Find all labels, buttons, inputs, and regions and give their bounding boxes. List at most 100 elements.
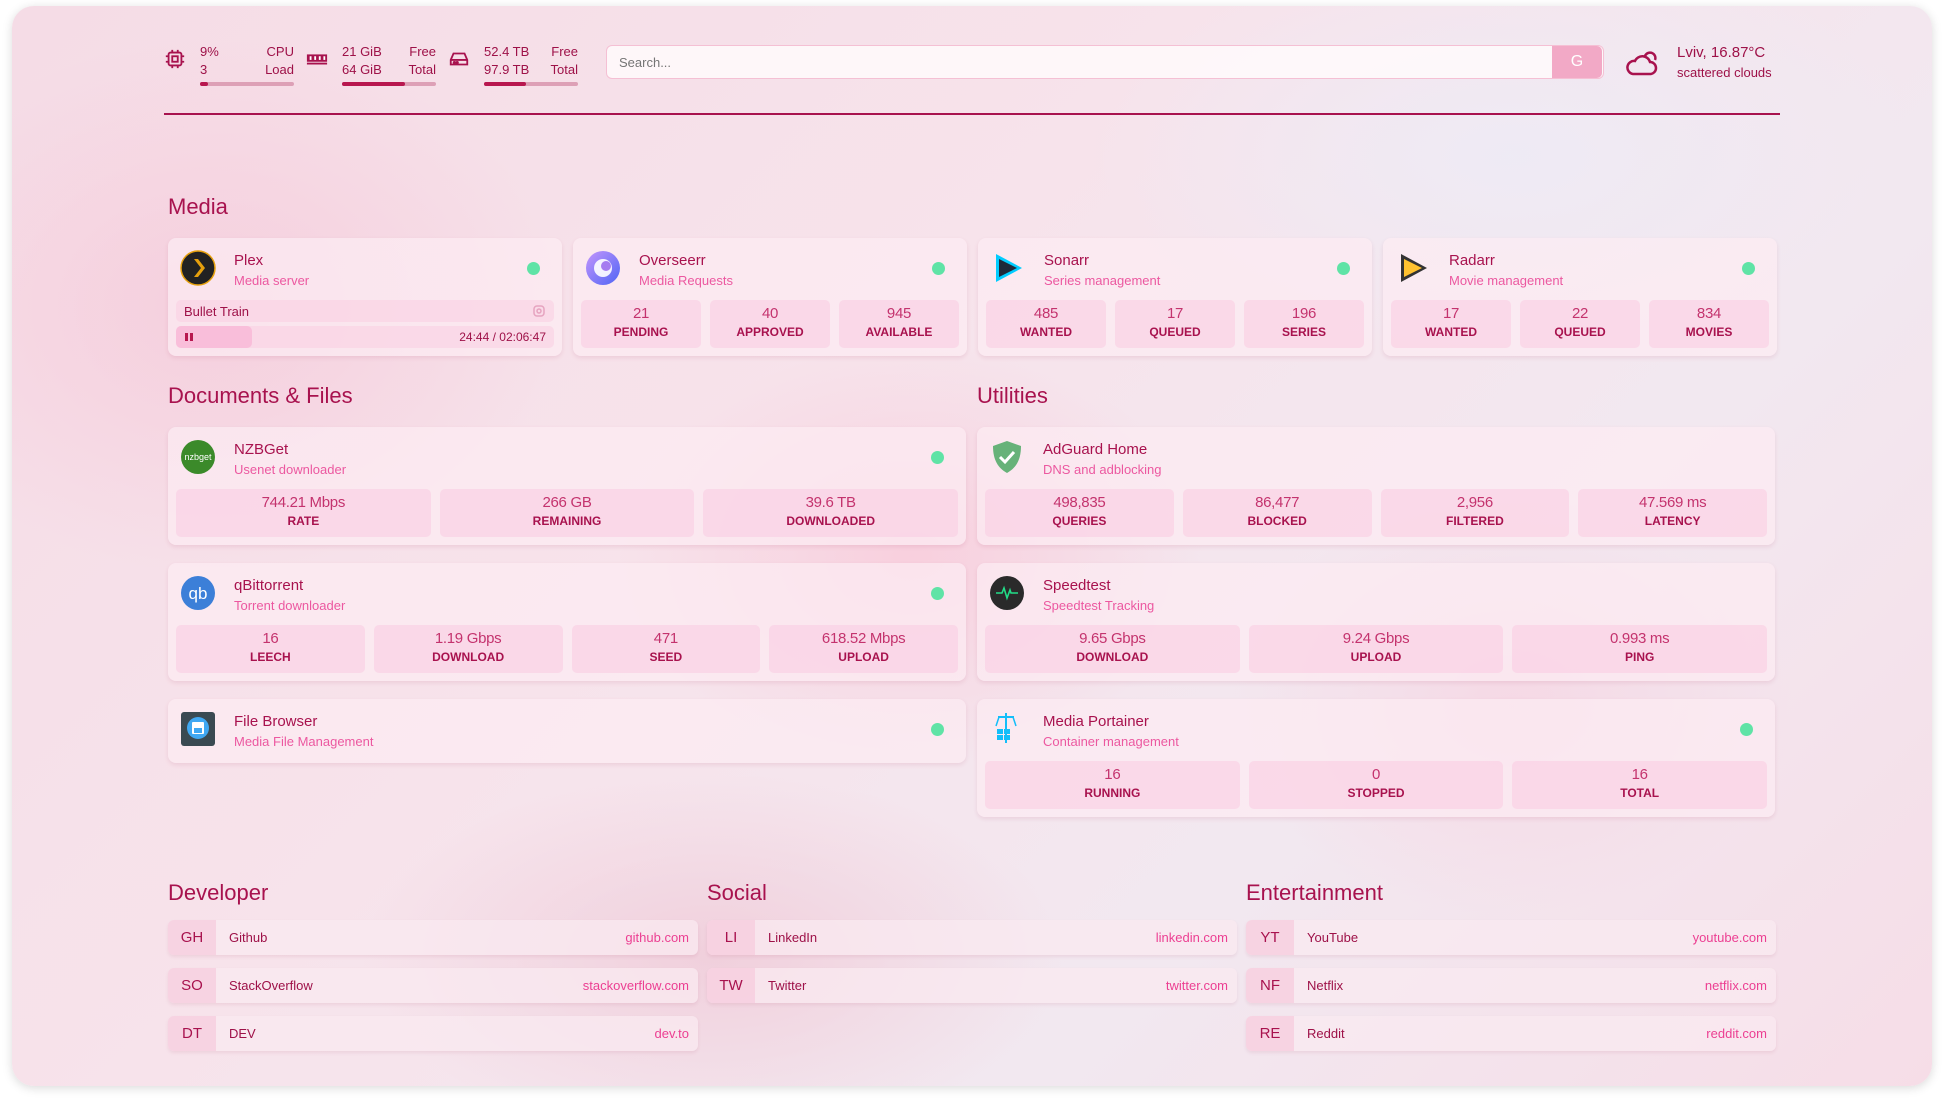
memory-free: 21 GiB: [342, 44, 382, 59]
bookmark-name: YouTube: [1307, 930, 1359, 945]
service-card-qbittorrent[interactable]: qb qBittorrent Torrent downloader 16 LEECH…: [168, 563, 966, 681]
status-indicator: [1740, 723, 1753, 736]
disk-label2: Total: [550, 62, 578, 77]
stat-value: 86,477: [1255, 494, 1300, 511]
service-description: DNS and adblocking: [1043, 462, 1162, 477]
service-card-speedtest[interactable]: Speedtest Speedtest Tracking 9.65 Gbps DOW…: [977, 563, 1775, 681]
bookmark-url[interactable]: stackoverflow.com: [582, 978, 689, 993]
cpu-bar: [200, 82, 294, 86]
stat-label: SEED: [649, 650, 683, 664]
service-card-nzbget[interactable]: nzbget NZBGet Usenet downloader 744.21 Mb…: [168, 427, 966, 545]
filebrowser-icon: [180, 711, 216, 747]
stat-value: 17: [1442, 305, 1460, 322]
bookmark-abbr: GH: [168, 920, 216, 955]
status-indicator: [527, 262, 540, 275]
dashboard-window: 9% 3 CPU Load 21 GiB 64 GiB Free Total 5…: [12, 6, 1932, 1086]
bookmark-url[interactable]: dev.to: [654, 1026, 689, 1041]
service-name: File Browser: [234, 713, 318, 730]
service-card-plex[interactable]: Plex Media server Bullet Train 24:44 / 02…: [168, 238, 562, 356]
disk-icon: [449, 52, 469, 66]
adguard-icon: [989, 439, 1025, 475]
stat-value: 485: [1033, 305, 1059, 322]
stat-downloaded: 39.6 TB DOWNLOADED: [703, 489, 959, 537]
bookmark-stackoverflow[interactable]: SO StackOverflow stackoverflow.com: [168, 968, 698, 1003]
stat-remaining: 266 GB REMAINING: [439, 489, 695, 537]
memory-label: Free: [409, 44, 436, 59]
section-title-entertainment: Entertainment: [1246, 880, 1383, 905]
bookmark-linkedin[interactable]: LI LinkedIn linkedin.com: [707, 920, 1237, 955]
service-description: Movie management: [1449, 273, 1564, 288]
bookmark-url[interactable]: youtube.com: [1692, 930, 1767, 945]
bookmark-abbr: RE: [1246, 1016, 1294, 1051]
cloud-icon: [1626, 51, 1658, 76]
service-card-radarr[interactable]: Radarr Movie management 17 WANTED 22 QUEUED 8…: [1383, 238, 1777, 356]
status-indicator: [1337, 262, 1350, 275]
bookmark-twitter[interactable]: TW Twitter twitter.com: [707, 968, 1237, 1003]
bookmark-url[interactable]: reddit.com: [1706, 1026, 1767, 1041]
weather-location-temp: Lviv, 16.87°C: [1677, 44, 1766, 61]
bookmark-abbr: TW: [707, 968, 755, 1003]
stat-wanted: 485 WANTED: [986, 300, 1106, 348]
status-indicator: [931, 723, 944, 736]
bookmark-url[interactable]: netflix.com: [1704, 978, 1767, 993]
service-card-overseerr[interactable]: Overseerr Media Requests 21 PENDING 40 APPRO…: [573, 238, 967, 356]
stat-label: PING: [1625, 650, 1655, 664]
stat-label: QUERIES: [1052, 514, 1107, 528]
disk-total: 97.9 TB: [484, 62, 530, 77]
bookmark-url[interactable]: github.com: [625, 930, 689, 945]
service-card-filebrowser[interactable]: File Browser Media File Management: [168, 699, 966, 763]
sonarr-icon: [990, 250, 1026, 286]
bookmark-abbr: SO: [168, 968, 216, 1003]
service-description: Usenet downloader: [234, 462, 347, 477]
stat-upload: 618.52 Mbps UPLOAD: [769, 625, 958, 673]
status-indicator: [1742, 262, 1755, 275]
stat-label: DOWNLOADED: [786, 514, 876, 528]
stat-label: MOVIES: [1685, 325, 1733, 339]
service-description: Torrent downloader: [234, 598, 346, 613]
stats-row: 16 RUNNING 0 STOPPED 16 TOTAL: [985, 761, 1768, 809]
bookmark-url[interactable]: twitter.com: [1165, 978, 1228, 993]
bookmark-reddit[interactable]: RE Reddit reddit.com: [1246, 1016, 1776, 1051]
bookmark-youtube[interactable]: YT YouTube youtube.com: [1246, 920, 1776, 955]
stat-label: BLOCKED: [1247, 514, 1307, 528]
status-indicator: [931, 451, 944, 464]
overseerr-icon: [585, 250, 621, 286]
pause-icon[interactable]: [184, 332, 194, 342]
stat-value: 618.52 Mbps: [821, 630, 906, 647]
bookmark-github[interactable]: GH Github github.com: [168, 920, 698, 955]
service-description: Media Requests: [639, 273, 733, 288]
stat-ping: 0.993 ms PING: [1512, 625, 1768, 673]
stat-blocked: 86,477 BLOCKED: [1182, 489, 1372, 537]
playback-progress: [176, 326, 252, 348]
disk-free: 52.4 TB: [484, 44, 530, 59]
stat-total: 16 TOTAL: [1512, 761, 1768, 809]
stats-row: 16 LEECH 1.19 Gbps DOWNLOAD 471 SEED 618.52 Mb…: [176, 625, 958, 673]
service-card-portainer[interactable]: Media Portainer Container management 16 RU…: [977, 699, 1775, 817]
stat-queued: 22 QUEUED: [1520, 300, 1640, 348]
stat-queued: 17 QUEUED: [1115, 300, 1235, 348]
bookmark-dev[interactable]: DT DEV dev.to: [168, 1016, 698, 1051]
cpu-load-value: 9%: [200, 44, 219, 59]
service-description: Series management: [1044, 273, 1161, 288]
stat-label: STOPPED: [1347, 786, 1405, 800]
bookmark-url[interactable]: linkedin.com: [1155, 930, 1228, 945]
memory-total: 64 GiB: [342, 62, 382, 77]
service-name: qBittorrent: [234, 577, 304, 594]
stat-label: WANTED: [1020, 325, 1072, 339]
service-name: Radarr: [1449, 252, 1495, 269]
stat-value: 471: [653, 630, 678, 647]
plex-icon: [180, 250, 216, 286]
settings-icon[interactable]: [532, 304, 546, 318]
cpu-label: CPU: [266, 44, 294, 59]
search-button[interactable]: G: [1552, 46, 1602, 78]
search-input[interactable]: [606, 45, 1604, 79]
service-card-adguard[interactable]: AdGuard Home DNS and adblocking 498,835 QU…: [977, 427, 1775, 545]
stat-value: 16: [1631, 766, 1648, 783]
stat-value: 945: [886, 305, 912, 322]
now-playing-row: Bullet Train: [176, 300, 554, 322]
bookmark-netflix[interactable]: NF Netflix netflix.com: [1246, 968, 1776, 1003]
service-description: Media File Management: [234, 734, 374, 749]
svg-text:qb: qb: [189, 584, 208, 603]
stat-label: RUNNING: [1084, 786, 1141, 800]
service-card-sonarr[interactable]: Sonarr Series management 485 WANTED 17 QUEUE…: [978, 238, 1372, 356]
